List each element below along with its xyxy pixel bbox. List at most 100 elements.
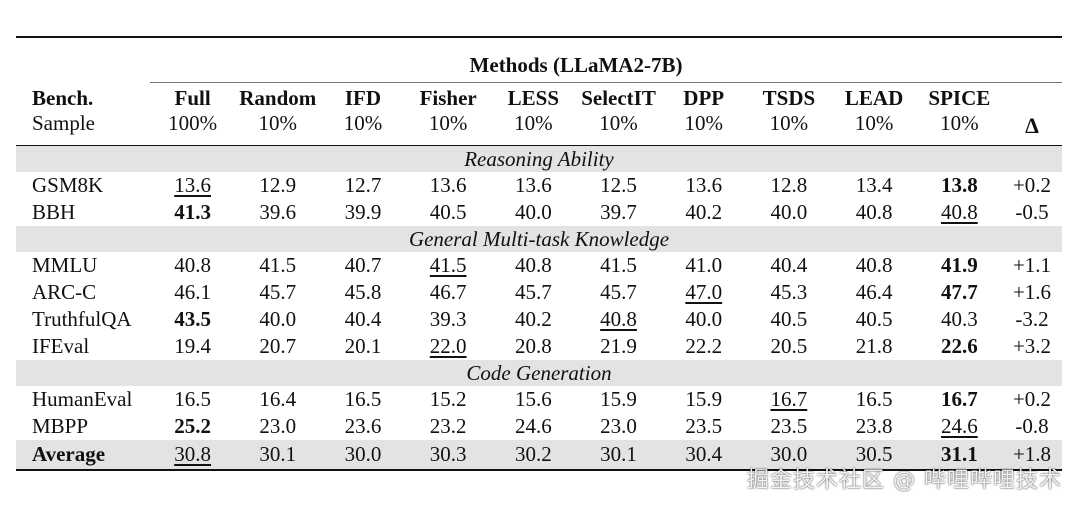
score-cell: 20.1 <box>344 334 382 358</box>
results-table: Methods (LLaMA2-7B) Bench. Full Random I… <box>16 36 1062 472</box>
sample-header: Sample <box>32 111 95 135</box>
average-cell: 30.1 <box>575 440 662 470</box>
score-cell: 39.7 <box>600 200 637 224</box>
sample-ratio: 100% <box>168 111 218 135</box>
average-label: Average <box>16 440 150 470</box>
method-header: LESS <box>507 86 560 110</box>
score-cell: 23.5 <box>685 414 723 438</box>
method-header: IFD <box>344 86 382 110</box>
method-header: Full <box>174 86 211 110</box>
delta-header: Δ <box>1025 113 1039 138</box>
score-cell: 20.5 <box>770 334 808 358</box>
score-cell: 40.8 <box>855 200 893 224</box>
sample-ratio: 10% <box>343 111 383 135</box>
score-cell: 22.2 <box>685 334 723 358</box>
method-header: DPP <box>683 86 725 110</box>
sample-ratio: 10% <box>940 111 979 135</box>
score-cell: 22.6 <box>940 334 978 358</box>
bench-name: IFEval <box>32 334 90 358</box>
delta-cell: -3.2 <box>1015 307 1049 331</box>
group-rule <box>150 82 1062 83</box>
sample-ratio: 10% <box>599 111 638 135</box>
score-cell: 45.3 <box>770 280 808 304</box>
score-cell: 40.2 <box>685 200 723 224</box>
score-cell: 23.5 <box>770 414 808 438</box>
score-cell: 16.5 <box>855 387 893 411</box>
score-cell: 25.2 <box>174 414 211 438</box>
score-cell: 23.0 <box>259 414 297 438</box>
score-cell: 16.5 <box>344 387 382 411</box>
score-cell: 40.3 <box>940 307 978 331</box>
score-cell: 20.7 <box>259 334 297 358</box>
average-cell: 30.8 <box>150 440 236 470</box>
method-header: Random <box>239 86 317 110</box>
score-cell: 12.7 <box>344 173 382 197</box>
score-cell: 47.7 <box>940 280 978 304</box>
bench-name: GSM8K <box>32 173 104 197</box>
score-cell: 45.8 <box>344 280 382 304</box>
score-cell: 40.4 <box>344 307 382 331</box>
table-row: MMLU 40.8 41.5 40.7 41.5 40.8 41.5 41.0 … <box>16 252 1062 279</box>
average-delta-cell: +1.8 <box>1002 440 1062 470</box>
score-cell: 47.0 <box>685 280 723 304</box>
average-row: Average 30.8 30.1 30.0 30.3 30.2 30.1 30… <box>16 440 1062 470</box>
results-table-container: Methods (LLaMA2-7B) Bench. Full Random I… <box>16 36 1062 472</box>
table-row: GSM8K 13.6 12.9 12.7 13.6 13.6 12.5 13.6… <box>16 172 1062 199</box>
score-cell: 13.6 <box>685 173 723 197</box>
score-cell: 40.7 <box>344 253 382 277</box>
score-cell: 41.5 <box>259 253 297 277</box>
section-title: General Multi-task Knowledge <box>16 226 1062 252</box>
method-header: Fisher <box>419 86 477 110</box>
score-cell: 13.6 <box>429 173 467 197</box>
bench-name: MMLU <box>32 253 98 277</box>
sample-ratio: 10% <box>854 111 894 135</box>
score-cell: 43.5 <box>174 307 211 331</box>
score-cell: 40.8 <box>940 200 978 224</box>
score-cell: 23.2 <box>429 414 467 438</box>
average-cell: 30.4 <box>661 440 747 470</box>
bench-name: TruthfulQA <box>32 307 132 331</box>
delta-cell: +0.2 <box>1012 387 1052 411</box>
section-title: Reasoning Ability <box>16 145 1062 172</box>
method-header: LEAD <box>844 86 904 110</box>
score-cell: 45.7 <box>514 280 552 304</box>
sample-ratio: 10% <box>769 111 809 135</box>
sample-ratio: 10% <box>428 111 468 135</box>
score-cell: 15.9 <box>685 387 723 411</box>
sample-ratio: 10% <box>684 111 723 135</box>
delta-cell: +0.2 <box>1012 173 1052 197</box>
average-cell: 30.5 <box>831 440 917 470</box>
score-cell: 13.6 <box>514 173 552 197</box>
section-title: Code Generation <box>16 360 1062 386</box>
score-cell: 19.4 <box>174 334 211 358</box>
bench-header: Bench. <box>32 86 94 110</box>
score-cell: 41.5 <box>429 253 467 277</box>
score-cell: 41.3 <box>174 200 211 224</box>
score-cell: 12.9 <box>259 173 297 197</box>
delta-cell: +1.1 <box>1012 253 1052 277</box>
score-cell: 46.4 <box>855 280 893 304</box>
group-rule-row <box>16 82 1062 83</box>
score-cell: 16.5 <box>174 387 211 411</box>
average-cell: 31.1 <box>916 440 1002 470</box>
score-cell: 41.9 <box>940 253 978 277</box>
average-cell: 30.0 <box>320 440 406 470</box>
score-cell: 16.7 <box>940 387 978 411</box>
score-cell: 23.0 <box>600 414 637 438</box>
score-cell: 15.9 <box>600 387 637 411</box>
score-cell: 15.2 <box>429 387 467 411</box>
score-cell: 16.4 <box>259 387 297 411</box>
score-cell: 40.8 <box>600 307 637 331</box>
bench-name: HumanEval <box>32 387 133 411</box>
score-cell: 24.6 <box>940 414 978 438</box>
score-cell: 40.0 <box>259 307 297 331</box>
score-cell: 13.6 <box>174 173 211 197</box>
score-cell: 40.5 <box>855 307 893 331</box>
bench-name: BBH <box>32 200 76 224</box>
section-row: General Multi-task Knowledge <box>16 226 1062 252</box>
score-cell: 24.6 <box>514 414 552 438</box>
table-row: BBH 41.3 39.6 39.9 40.5 40.0 39.7 40.2 4… <box>16 199 1062 226</box>
average-cell: 30.0 <box>746 440 832 470</box>
score-cell: 13.8 <box>940 173 978 197</box>
sample-header-row: Sample 100% 10% 10% 10% 10% 10% 10% 10% … <box>16 111 1062 139</box>
